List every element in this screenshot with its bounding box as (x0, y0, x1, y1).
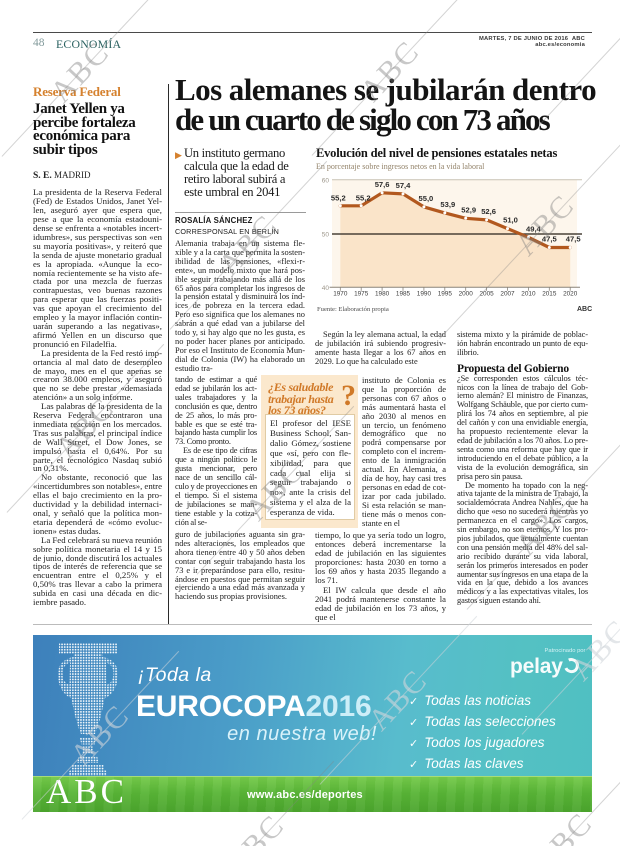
svg-text:1990: 1990 (417, 291, 432, 298)
svg-text:Fuente: Elaboración propia: Fuente: Elaboración propia (317, 306, 389, 313)
svg-text:2000: 2000 (459, 291, 474, 298)
svg-text:1970: 1970 (333, 291, 348, 298)
svg-text:57,6: 57,6 (375, 180, 390, 189)
svg-text:51,0: 51,0 (503, 216, 518, 225)
svg-text:2020: 2020 (563, 291, 578, 298)
svg-text:1995: 1995 (438, 291, 453, 298)
svg-text:1980: 1980 (375, 291, 390, 298)
svg-text:47,5: 47,5 (542, 235, 558, 244)
svg-text:57,4: 57,4 (396, 181, 412, 190)
svg-text:2007: 2007 (500, 291, 515, 298)
svg-text:2005: 2005 (479, 291, 494, 298)
svg-text:50: 50 (322, 232, 330, 239)
svg-text:1985: 1985 (396, 291, 411, 298)
svg-text:55,2: 55,2 (356, 193, 371, 202)
svg-text:52,6: 52,6 (481, 207, 496, 216)
svg-text:ABC: ABC (577, 306, 592, 313)
svg-text:60: 60 (322, 177, 330, 184)
svg-text:53,9: 53,9 (440, 200, 455, 209)
svg-text:2010: 2010 (521, 291, 536, 298)
svg-text:52,9: 52,9 (461, 205, 476, 214)
svg-text:2015: 2015 (542, 291, 557, 298)
svg-text:55,2: 55,2 (331, 193, 346, 202)
svg-text:1975: 1975 (354, 291, 369, 298)
svg-text:49,4: 49,4 (526, 224, 542, 233)
svg-text:55,0: 55,0 (419, 194, 434, 203)
svg-text:47,5: 47,5 (566, 235, 582, 244)
svg-text:40: 40 (322, 285, 330, 292)
